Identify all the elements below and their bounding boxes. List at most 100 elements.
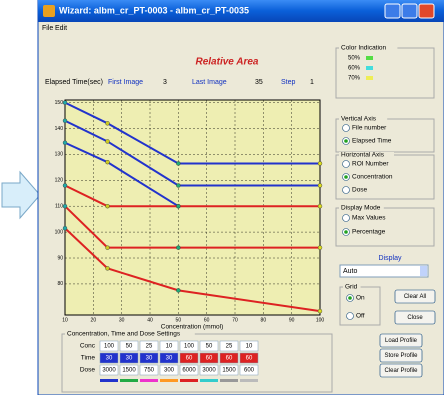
cell-value[interactable]: 100 bbox=[184, 344, 195, 350]
swatch bbox=[180, 379, 198, 382]
radio-label[interactable]: Off bbox=[356, 313, 365, 320]
cell-value[interactable]: 25 bbox=[226, 344, 233, 350]
cell[interactable] bbox=[159, 364, 179, 376]
cell[interactable] bbox=[99, 364, 119, 376]
cell[interactable] bbox=[199, 352, 219, 364]
color-label: 50% bbox=[348, 56, 361, 62]
close-window-button[interactable] bbox=[418, 3, 435, 19]
button-label[interactable]: Clear All bbox=[404, 294, 426, 300]
cell[interactable] bbox=[119, 352, 139, 364]
group-title: Color Indication bbox=[341, 45, 387, 52]
cell-value[interactable]: 50 bbox=[126, 344, 133, 350]
cell[interactable] bbox=[159, 340, 179, 352]
cell[interactable] bbox=[239, 364, 259, 376]
radio-label[interactable]: Concentration bbox=[352, 174, 393, 181]
cell-value[interactable]: 30 bbox=[146, 356, 153, 362]
button-label[interactable]: Close bbox=[407, 315, 423, 321]
radio[interactable] bbox=[342, 160, 350, 168]
radio-label[interactable]: Max Values bbox=[352, 215, 386, 222]
cell-value[interactable]: 30 bbox=[126, 356, 133, 362]
x-tick-label: 20 bbox=[91, 317, 97, 323]
button[interactable] bbox=[379, 348, 423, 363]
point bbox=[62, 140, 68, 145]
swatch bbox=[140, 379, 158, 382]
cell[interactable] bbox=[179, 340, 199, 352]
cell[interactable] bbox=[139, 352, 159, 364]
cell[interactable] bbox=[219, 352, 239, 364]
cell-value[interactable]: 1500 bbox=[122, 368, 136, 374]
dropdown-arrow[interactable] bbox=[420, 266, 427, 276]
dropdown[interactable] bbox=[339, 264, 429, 278]
maximize-button[interactable] bbox=[401, 3, 418, 19]
button-label[interactable]: Store Profile bbox=[384, 353, 418, 359]
cell-value[interactable]: 10 bbox=[246, 344, 253, 350]
cell-value[interactable]: 3000 bbox=[102, 368, 116, 374]
cell-value[interactable]: 50 bbox=[206, 344, 213, 350]
point bbox=[176, 183, 181, 188]
cell[interactable] bbox=[99, 340, 119, 352]
button[interactable] bbox=[379, 363, 423, 378]
cell-value[interactable]: 3000 bbox=[202, 368, 216, 374]
cell-value[interactable]: 6000 bbox=[182, 368, 196, 374]
radio[interactable] bbox=[342, 186, 350, 194]
cell-value[interactable]: 60 bbox=[226, 356, 233, 362]
cell-value[interactable]: 60 bbox=[186, 356, 193, 362]
cell[interactable] bbox=[219, 340, 239, 352]
button[interactable] bbox=[394, 310, 436, 325]
menu-item[interactable]: Edit bbox=[55, 25, 67, 32]
x-tick-label: 60 bbox=[204, 317, 210, 323]
button-label[interactable]: Load Profile bbox=[385, 338, 418, 344]
cell-value[interactable]: 750 bbox=[144, 368, 155, 374]
radio-label[interactable]: Percentage bbox=[352, 229, 386, 236]
cell-value[interactable]: 1500 bbox=[222, 368, 236, 374]
radio-label[interactable]: Elapsed Time bbox=[352, 138, 392, 145]
cell[interactable] bbox=[199, 340, 219, 352]
point bbox=[317, 161, 323, 166]
cell[interactable] bbox=[119, 364, 139, 376]
cell-value[interactable]: 300 bbox=[164, 368, 175, 374]
radio-dot bbox=[344, 175, 348, 179]
button[interactable] bbox=[394, 289, 436, 304]
y-tick-label: 130 bbox=[55, 152, 64, 158]
radio-label[interactable]: File number bbox=[352, 125, 387, 132]
point bbox=[105, 139, 110, 144]
minimize-button[interactable] bbox=[384, 3, 401, 19]
button[interactable] bbox=[379, 333, 423, 348]
cell-value[interactable]: 30 bbox=[106, 356, 113, 362]
radio-label[interactable]: On bbox=[356, 295, 365, 302]
cell[interactable] bbox=[199, 364, 219, 376]
cell-value[interactable]: 600 bbox=[244, 368, 255, 374]
cell-value[interactable]: 60 bbox=[206, 356, 213, 362]
button-label[interactable]: Clear Profile bbox=[384, 368, 418, 374]
cell-value[interactable]: 30 bbox=[166, 356, 173, 362]
cell[interactable] bbox=[119, 340, 139, 352]
cell[interactable] bbox=[239, 340, 259, 352]
cell-value[interactable]: 10 bbox=[166, 344, 173, 350]
point bbox=[62, 118, 68, 123]
radio[interactable] bbox=[342, 124, 350, 132]
radio-label[interactable]: ROI Number bbox=[352, 161, 389, 168]
cell[interactable] bbox=[159, 352, 179, 364]
point bbox=[317, 183, 323, 188]
radio[interactable] bbox=[342, 214, 350, 222]
cell[interactable] bbox=[139, 364, 159, 376]
group-title: Display Mode bbox=[341, 205, 381, 212]
cell[interactable] bbox=[139, 340, 159, 352]
point bbox=[176, 288, 181, 293]
cell-value[interactable]: 25 bbox=[146, 344, 153, 350]
menu-item[interactable]: File bbox=[42, 25, 53, 32]
cell-value[interactable]: 60 bbox=[246, 356, 253, 362]
cell[interactable] bbox=[239, 352, 259, 364]
group-title: Grid bbox=[345, 284, 358, 291]
dropdown-value[interactable]: Auto bbox=[343, 268, 358, 275]
x-tick-label: 90 bbox=[289, 317, 295, 323]
cell[interactable] bbox=[99, 352, 119, 364]
y-tick-label: 140 bbox=[55, 126, 64, 132]
cell-value[interactable]: 100 bbox=[104, 344, 115, 350]
cell[interactable] bbox=[219, 364, 239, 376]
radio-label[interactable]: Dose bbox=[352, 187, 368, 194]
radio[interactable] bbox=[346, 312, 354, 320]
cell[interactable] bbox=[179, 352, 199, 364]
cell[interactable] bbox=[179, 364, 199, 376]
point bbox=[62, 204, 68, 209]
